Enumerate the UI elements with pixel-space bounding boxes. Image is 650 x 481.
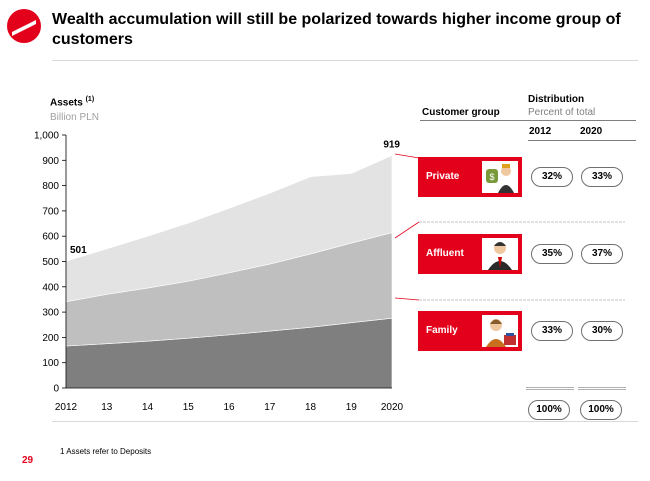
y-tick-label: 200 bbox=[42, 333, 59, 344]
group-box-family: Family bbox=[418, 311, 522, 351]
page-number: 29 bbox=[22, 455, 34, 466]
x-tick-label: 17 bbox=[264, 402, 276, 413]
year-2012-header: 2012 bbox=[529, 126, 552, 137]
data-label: 919 bbox=[383, 139, 400, 150]
x-tick-label: 14 bbox=[142, 402, 154, 413]
footnote-ref: (1) bbox=[85, 96, 95, 103]
y-tick-label: 900 bbox=[42, 156, 59, 167]
assets-label: Assets (1) bbox=[50, 96, 95, 109]
pill-total-2020: 100% bbox=[580, 400, 622, 420]
page-title: Wealth accumulation will still be polari… bbox=[52, 11, 621, 48]
svg-text:$: $ bbox=[489, 172, 494, 182]
y-tick-label: 600 bbox=[42, 232, 59, 243]
footnote: 1 Assets refer to Deposits bbox=[60, 447, 152, 456]
connector-private bbox=[395, 153, 420, 159]
connector-private-bottom bbox=[395, 221, 420, 239]
group-label: Private bbox=[426, 171, 460, 182]
unit-label: Billion PLN bbox=[50, 112, 99, 123]
year-rule bbox=[528, 140, 636, 141]
y-tick-label: 400 bbox=[42, 282, 59, 293]
data-label: 501 bbox=[70, 245, 87, 256]
x-tick-label: 15 bbox=[183, 402, 195, 413]
header-rule bbox=[420, 120, 636, 121]
pill-family-2012: 33% bbox=[531, 321, 573, 341]
y-tick-label: 100 bbox=[42, 358, 59, 369]
assets-area-chart: 0 100 200 300 400 500 600 700 800 900 1,000 2012 13 1… bbox=[34, 131, 404, 414]
x-tick-label: 2012 bbox=[55, 402, 78, 413]
y-tick-label: 700 bbox=[42, 206, 59, 217]
pill-private-2020: 33% bbox=[581, 167, 623, 187]
connector-lines bbox=[395, 153, 625, 301]
distribution-header: Distribution bbox=[528, 94, 585, 105]
footer-divider bbox=[52, 421, 638, 422]
pill-family-2020: 30% bbox=[581, 321, 623, 341]
x-tick-label: 2020 bbox=[381, 402, 404, 413]
x-tick-label: 18 bbox=[305, 402, 317, 413]
x-tick-label: 13 bbox=[101, 402, 113, 413]
title-divider bbox=[52, 60, 638, 61]
pill-affluent-2012: 35% bbox=[531, 244, 573, 264]
y-tick-label: 0 bbox=[53, 384, 59, 395]
total-rule-2012 bbox=[526, 387, 574, 390]
y-tick-label: 1,000 bbox=[34, 131, 59, 142]
businessman-icon bbox=[482, 238, 518, 270]
y-tick-label: 300 bbox=[42, 308, 59, 319]
area-layer-3 bbox=[65, 155, 393, 303]
y-tick-label: 800 bbox=[42, 181, 59, 192]
group-box-private: Private $ bbox=[418, 157, 522, 197]
percent-header: Percent of total bbox=[528, 107, 596, 118]
x-tick-label: 19 bbox=[346, 402, 358, 413]
brand-logo bbox=[6, 8, 42, 44]
group-box-affluent: Affluent bbox=[418, 234, 522, 274]
year-2020-header: 2020 bbox=[580, 126, 603, 137]
y-tick-label: 500 bbox=[42, 257, 59, 268]
money-bag-businessman-icon: $ bbox=[482, 161, 518, 193]
pill-total-2012: 100% bbox=[528, 400, 570, 420]
pill-affluent-2020: 37% bbox=[581, 244, 623, 264]
customer-group-header: Customer group bbox=[422, 107, 500, 118]
group-label: Family bbox=[426, 325, 458, 336]
connector-affluent-bottom bbox=[395, 297, 420, 301]
total-rule-2020 bbox=[578, 387, 626, 390]
pill-private-2012: 32% bbox=[531, 167, 573, 187]
x-tick-label: 16 bbox=[223, 402, 235, 413]
group-label: Affluent bbox=[426, 248, 464, 259]
family-icon bbox=[482, 315, 518, 347]
